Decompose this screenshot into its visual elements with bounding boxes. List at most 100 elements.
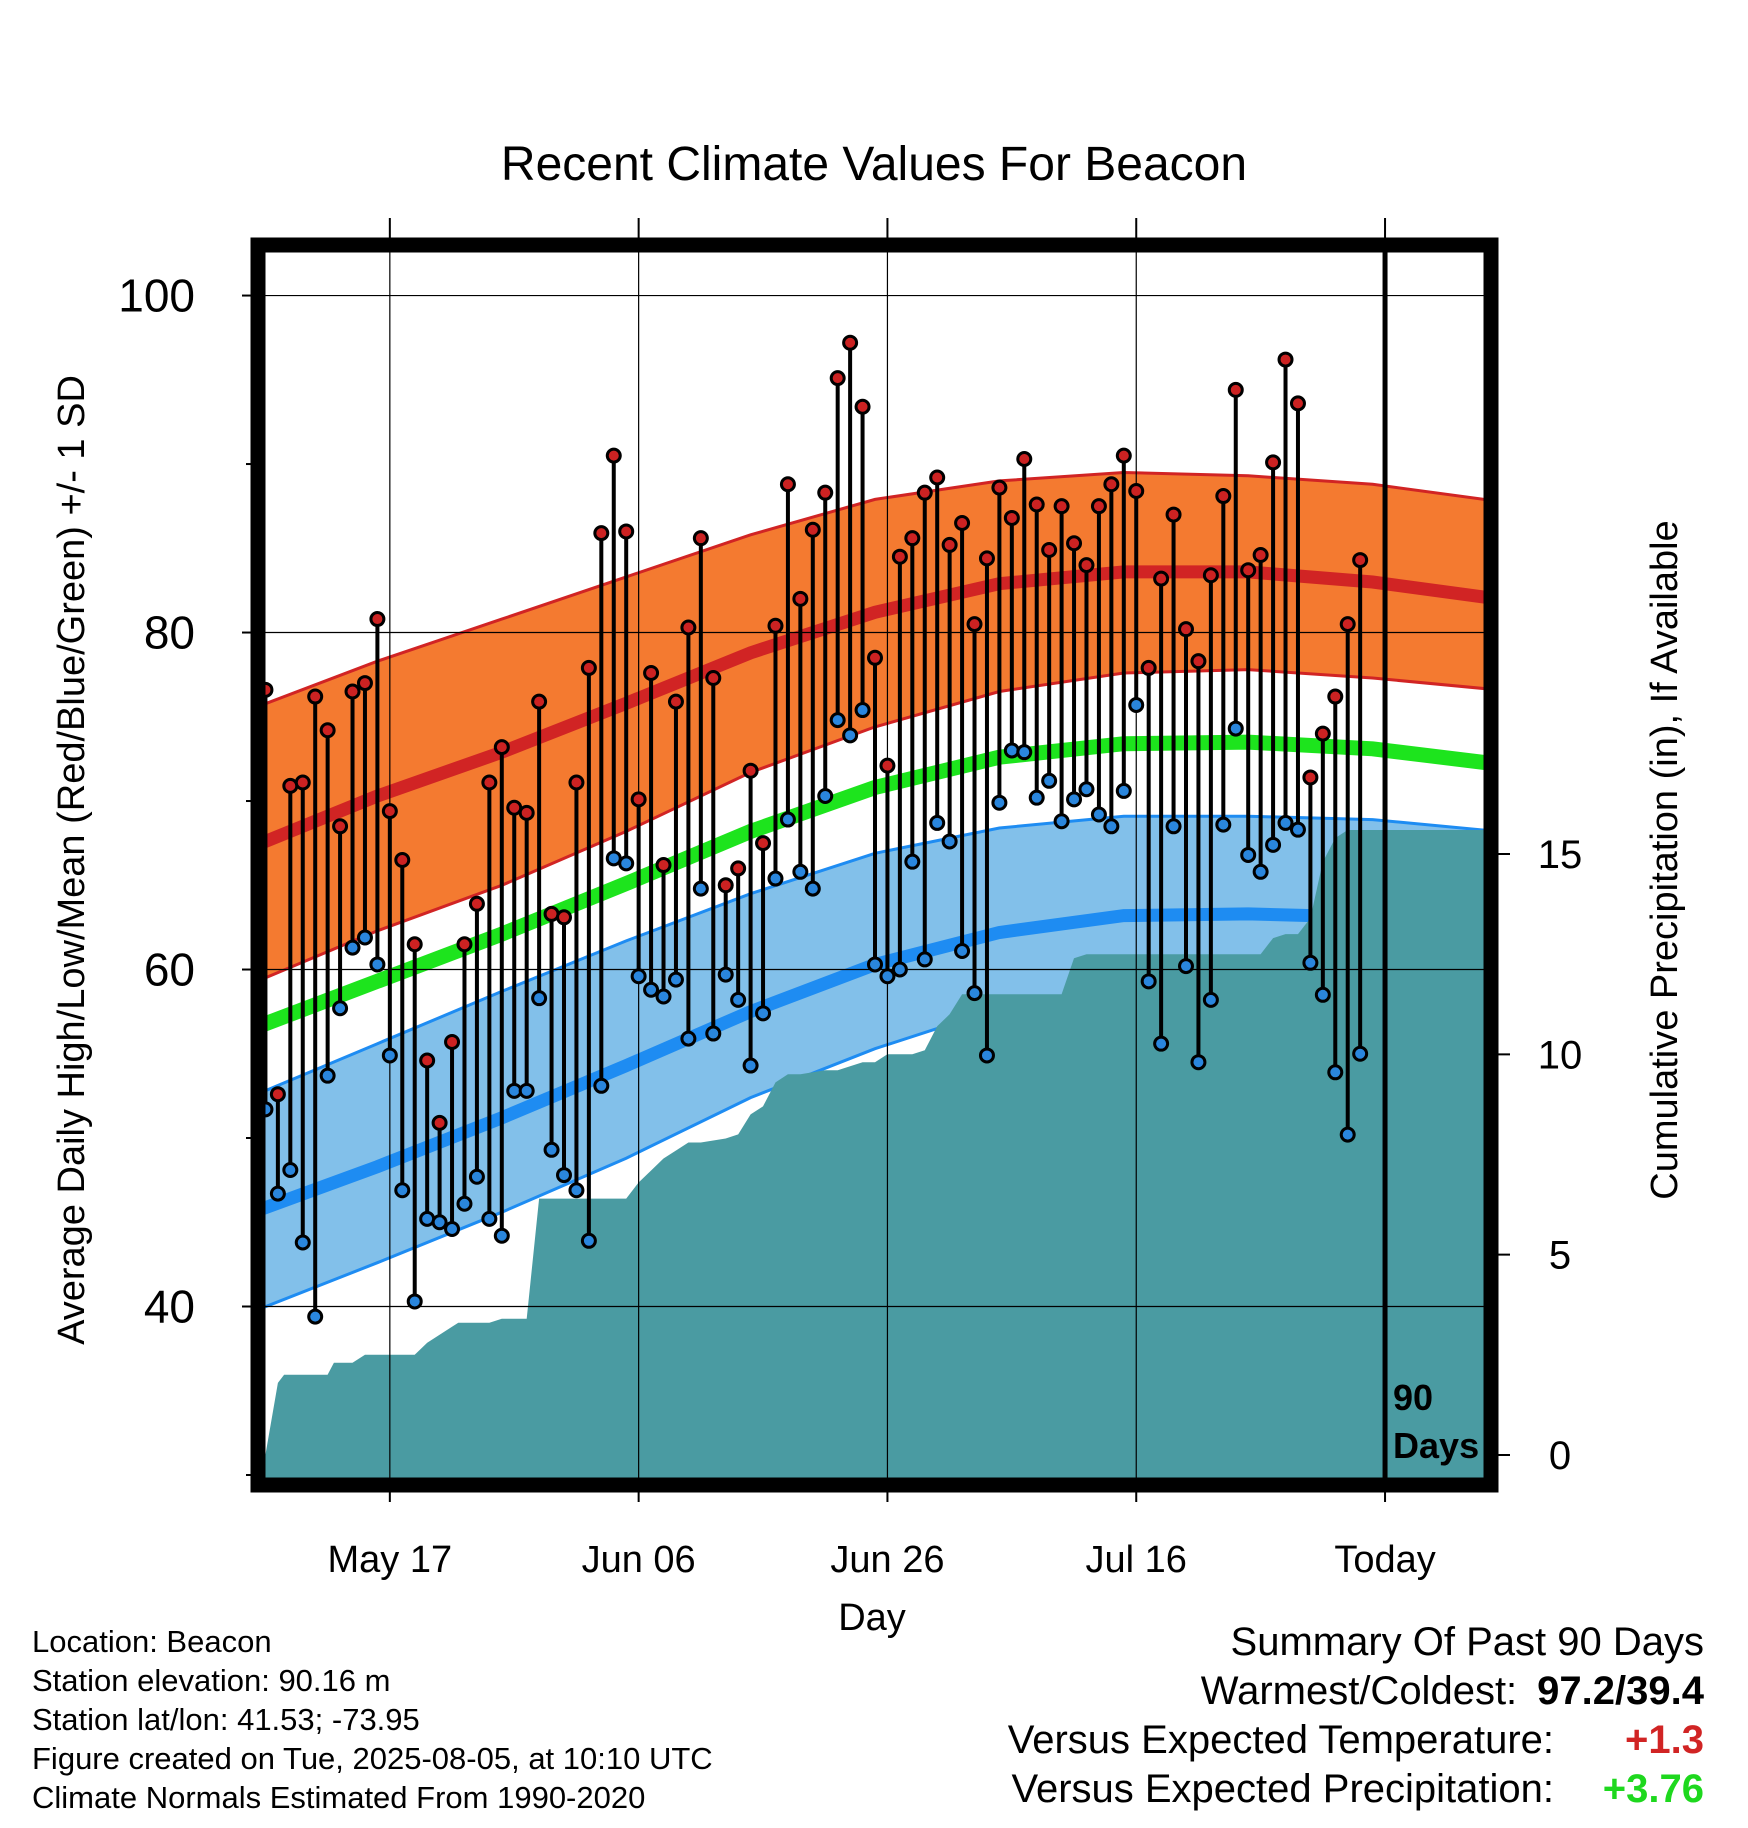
daily-low-point	[817, 787, 834, 804]
daily-high-point	[630, 791, 647, 808]
daily-low-point	[1314, 986, 1331, 1003]
daily-high-point	[593, 525, 610, 542]
daily-low-point	[518, 1082, 535, 1099]
daily-low-point	[792, 863, 809, 880]
precip-label: Versus Expected Precipitation:	[1011, 1767, 1554, 1811]
elevation-text: Station elevation: 90.16 m	[32, 1663, 391, 1698]
daily-high-point	[1277, 351, 1294, 368]
normals-text: Climate Normals Estimated From 1990-2020	[32, 1780, 646, 1815]
daily-high-point	[1265, 454, 1282, 471]
y2-tick-label: 15	[1538, 833, 1583, 877]
temp-label: Versus Expected Temperature:	[1007, 1718, 1554, 1762]
daily-high-point	[817, 484, 834, 501]
daily-low-point	[842, 727, 859, 744]
daily-high-point	[1041, 541, 1058, 558]
daily-low-point	[1339, 1126, 1356, 1143]
y-axis-label: Average Daily High/Low/Mean (Red/Blue/Gr…	[51, 375, 93, 1345]
daily-high-point	[1289, 395, 1306, 412]
daily-low-point	[1289, 821, 1306, 838]
daily-low-point	[1090, 806, 1107, 823]
daily-high-point	[804, 521, 821, 538]
summary-panel: Summary Of Past 90 Days Warmest/Coldest:…	[1008, 1618, 1704, 1814]
daily-low-point	[916, 951, 933, 968]
daily-high-point	[1053, 498, 1070, 515]
daily-low-point	[742, 1057, 759, 1074]
y2-tick-label: 10	[1538, 1033, 1583, 1077]
daily-high-point	[1302, 769, 1319, 786]
y-tick-label: 40	[144, 1281, 195, 1333]
daily-low-point	[1028, 789, 1045, 806]
daily-high-point	[518, 804, 535, 821]
daily-high-point	[1352, 552, 1369, 569]
daily-low-point	[356, 929, 373, 946]
daily-high-point	[605, 447, 622, 464]
daily-low-point	[991, 794, 1008, 811]
daily-high-point	[419, 1052, 436, 1069]
summary-warm-cold: Warmest/Coldest: 97.2/39.4	[1008, 1667, 1704, 1716]
x-tick-label: Jul 16	[1086, 1539, 1187, 1581]
daily-low-point	[618, 855, 635, 872]
daily-high-point	[742, 762, 759, 779]
x-tick-label: May 17	[328, 1539, 453, 1581]
daily-low-point	[319, 1067, 336, 1084]
daily-low-point	[394, 1182, 411, 1199]
daily-high-point	[1339, 616, 1356, 633]
daily-low-point	[1103, 818, 1120, 835]
daily-low-point	[381, 1047, 398, 1064]
daily-high-point	[344, 683, 361, 700]
daily-low-point	[867, 956, 883, 973]
daily-low-point	[1053, 813, 1070, 830]
daily-high-point	[680, 619, 697, 636]
created-text: Figure created on Tue, 2025-08-05, at 10…	[32, 1741, 713, 1776]
daily-high-point	[1240, 562, 1257, 579]
daily-high-point	[954, 515, 971, 532]
precip-area	[265, 830, 1484, 1480]
daily-high-point	[1140, 659, 1157, 676]
daily-low-point	[1115, 782, 1132, 799]
daily-low-point	[468, 1168, 485, 1185]
daily-low-point	[929, 814, 946, 831]
daily-high-point	[1227, 381, 1244, 398]
daily-high-point	[692, 530, 709, 547]
daily-low-point	[1041, 772, 1058, 789]
warm-cold-label: Warmest/Coldest:	[1200, 1669, 1518, 1713]
daily-high-point	[717, 877, 734, 894]
daily-low-point	[1066, 791, 1083, 808]
daily-low-point	[1252, 863, 1269, 880]
daily-low-point	[1190, 1054, 1207, 1071]
daily-low-point	[1153, 1035, 1170, 1052]
daily-high-point	[991, 479, 1008, 496]
daily-low-point	[269, 1185, 286, 1202]
y-tick-label: 100	[118, 270, 195, 322]
daily-high-point	[1003, 509, 1020, 526]
daily-high-point	[1016, 450, 1033, 467]
daily-low-point	[904, 853, 921, 870]
daily-low-point	[307, 1308, 324, 1325]
daily-high-point	[394, 852, 411, 868]
daily-low-point	[1302, 954, 1319, 971]
daily-high-point	[1165, 506, 1182, 523]
x-axis-label: Day	[838, 1597, 906, 1639]
daily-low-point	[730, 991, 747, 1008]
summary-heading: Summary Of Past 90 Days	[1230, 1620, 1704, 1664]
daily-high-point	[294, 774, 311, 791]
daily-high-point	[767, 617, 784, 634]
summary-precip: Versus Expected Precipitation: +3.76	[1008, 1765, 1704, 1814]
daily-low-point	[767, 870, 784, 887]
daily-high-point	[1215, 488, 1232, 505]
daily-low-point	[1140, 973, 1157, 990]
daily-high-point	[580, 659, 597, 676]
daily-low-point	[431, 1214, 448, 1231]
daily-low-point	[941, 833, 958, 850]
daily-low-point	[1215, 816, 1232, 833]
daily-high-point	[792, 590, 809, 607]
daily-high-point	[730, 860, 747, 877]
daily-high-point	[842, 334, 859, 351]
daily-high-point	[655, 857, 672, 874]
daily-high-point	[444, 1033, 461, 1050]
daily-high-point	[1190, 653, 1207, 670]
daily-low-point	[1165, 818, 1182, 835]
daily-low-point	[543, 1141, 560, 1158]
daily-low-point	[1327, 1064, 1344, 1081]
daily-low-point	[369, 956, 386, 973]
